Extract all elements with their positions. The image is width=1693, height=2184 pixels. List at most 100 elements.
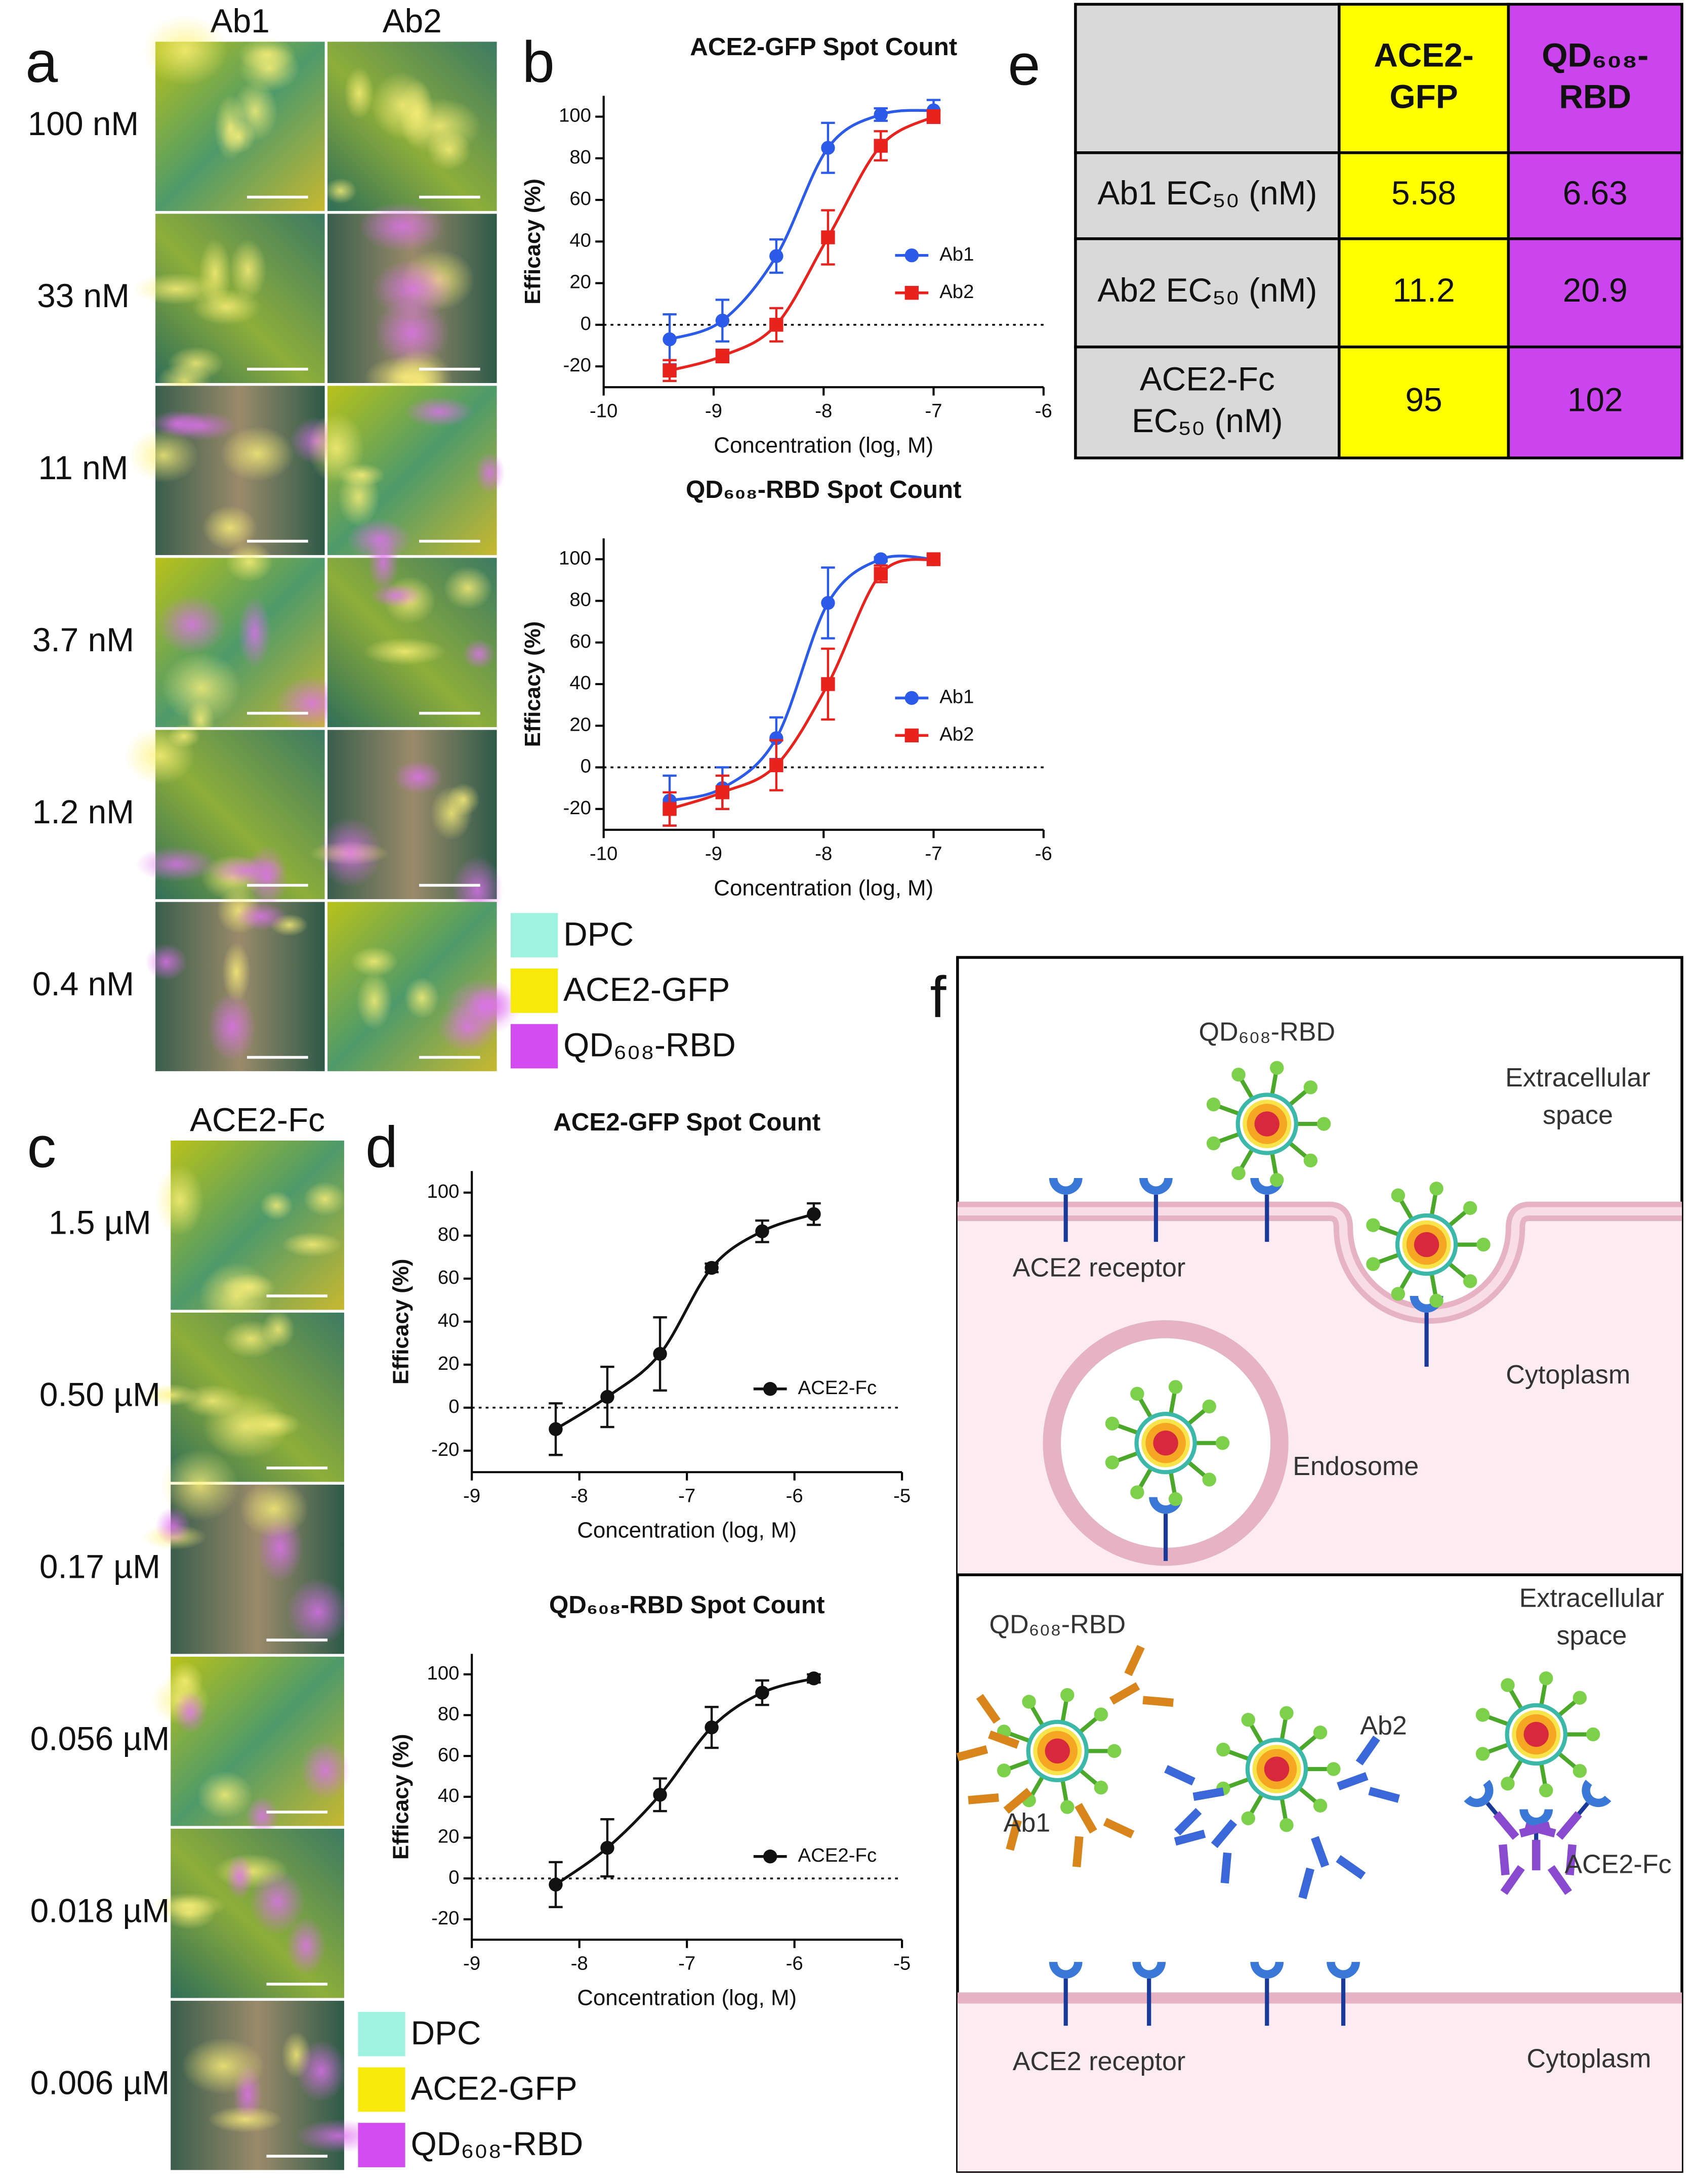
table-value: 95 <box>1405 381 1442 418</box>
ace2-receptor <box>1250 1962 1284 2026</box>
y-tick-label: 0 <box>448 1866 459 1888</box>
concentration-label: 11 nM <box>38 449 129 486</box>
cell-signal <box>324 178 357 204</box>
spike-tip <box>1241 1712 1255 1727</box>
spike-tip <box>1279 1818 1294 1832</box>
cell-signal <box>286 1578 349 1646</box>
panel-label: c <box>27 1115 56 1180</box>
spike <box>1429 1274 1438 1297</box>
y-tick-label: -20 <box>563 797 591 819</box>
cell-signal <box>208 2106 282 2133</box>
spike <box>1279 1716 1288 1740</box>
y-tick-label: 80 <box>569 589 591 611</box>
spike-tip <box>1313 1726 1328 1740</box>
legend-swatch <box>358 2067 405 2112</box>
cell-signal <box>135 846 218 882</box>
spike <box>1558 1699 1578 1716</box>
marker <box>821 230 835 244</box>
legend-swatch <box>358 2123 405 2167</box>
spike <box>1376 1225 1399 1236</box>
legend-label: Ab2 <box>939 723 974 745</box>
antibody-arm <box>1164 1765 1195 1786</box>
diagram-label: Extracellular <box>1505 1063 1650 1093</box>
spike <box>1238 1149 1254 1171</box>
spike-tip <box>1060 1688 1075 1702</box>
legend-label: Ab1 <box>939 243 974 265</box>
marker <box>874 107 888 122</box>
legend-swatch <box>510 913 558 958</box>
spike-tip <box>997 1763 1011 1778</box>
marker <box>705 1720 719 1735</box>
antibody-fc <box>988 1730 1020 1749</box>
spike-tip <box>1168 1380 1183 1394</box>
receptor-head <box>1139 1178 1173 1195</box>
antibody-arm <box>976 1694 1001 1724</box>
cell-signal <box>155 1164 204 1236</box>
spike-tip <box>1429 1293 1443 1308</box>
x-axis-label: Concentration (log, M) <box>714 433 933 458</box>
spike <box>1029 1776 1044 1798</box>
spike-tip <box>1215 1436 1230 1450</box>
table-header: ACE2- <box>1374 36 1473 73</box>
legend-marker <box>904 286 919 300</box>
spike-tip <box>1573 1691 1587 1705</box>
table-cell <box>1507 237 1683 349</box>
legend-label: Ab1 <box>939 686 974 707</box>
spike <box>1029 1704 1044 1726</box>
spike <box>1226 1777 1249 1789</box>
spike-tip <box>1107 1744 1122 1758</box>
legend-label: ACE2-GFP <box>411 2069 577 2107</box>
diagram-label: ACE2 receptor <box>1013 2047 1186 2076</box>
cell-signal <box>151 1893 226 1918</box>
table-row-label: Ab2 EC₅₀ (nM) <box>1097 271 1317 309</box>
antibody-arm <box>1500 1865 1525 1895</box>
spike <box>1137 1468 1152 1490</box>
concentration-label: 0.50 µM <box>39 1376 160 1413</box>
spike <box>1169 1391 1177 1413</box>
ace2-receptor <box>1327 1962 1360 2026</box>
spike-tip <box>1105 1455 1120 1469</box>
marker <box>821 141 835 155</box>
antibody-fc <box>1493 1811 1519 1840</box>
spike-tip <box>1241 1811 1255 1826</box>
legend-label: QD₆₀₈-RBD <box>563 1026 736 1064</box>
cell-signal <box>181 2038 265 2095</box>
antibody-fc <box>1192 1787 1224 1801</box>
cell-signal <box>303 1182 347 1216</box>
table-cell <box>1507 151 1683 240</box>
spike <box>1299 1787 1318 1805</box>
cell-signal <box>168 724 200 748</box>
marker <box>653 1788 667 1802</box>
spike <box>1289 1142 1309 1160</box>
cell-signal <box>208 992 256 1062</box>
spike <box>1216 1132 1239 1144</box>
legend-marker <box>904 728 919 743</box>
antibody-fc <box>1211 1819 1237 1849</box>
x-tick-label: -6 <box>1035 843 1052 864</box>
diagram-label: QD₆₀₈-RBD <box>1199 1018 1335 1047</box>
quantum-dot-core <box>1264 1756 1290 1782</box>
membrane-inner <box>957 1207 1682 1318</box>
cell-signal <box>202 1393 289 1459</box>
table-header: GFP <box>1389 78 1458 115</box>
receptor-head <box>1250 1962 1284 1979</box>
antibody <box>1500 1839 1572 1895</box>
x-tick-label: -8 <box>571 1485 588 1507</box>
antibody <box>1072 1803 1135 1868</box>
y-tick-label: 40 <box>438 1785 460 1807</box>
table-row-label: Ab1 EC₅₀ (nM) <box>1097 174 1317 212</box>
y-axis-label: Efficacy (%) <box>389 1734 414 1860</box>
spike <box>1398 1198 1413 1220</box>
spike <box>1299 1733 1318 1751</box>
y-tick-label: 20 <box>438 1353 460 1374</box>
antibody-arm <box>1499 1844 1510 1876</box>
x-tick-label: -7 <box>678 1485 695 1507</box>
spike <box>1398 1270 1413 1291</box>
spike-tip <box>1094 1707 1108 1721</box>
antibody-fc <box>1532 1839 1541 1871</box>
cell-signal <box>462 639 495 669</box>
spike-tip <box>1573 1764 1587 1778</box>
marker <box>653 1347 667 1361</box>
table-value: 6.63 <box>1563 174 1628 212</box>
